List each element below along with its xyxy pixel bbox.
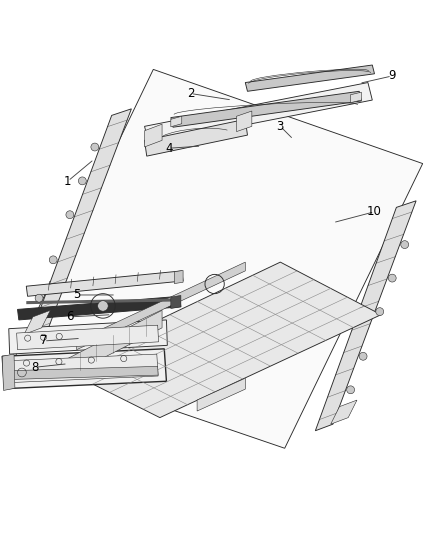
Polygon shape bbox=[315, 201, 416, 431]
Polygon shape bbox=[28, 109, 131, 341]
Polygon shape bbox=[26, 298, 173, 304]
Polygon shape bbox=[171, 91, 361, 127]
Text: 3: 3 bbox=[277, 120, 284, 133]
Text: 4: 4 bbox=[165, 142, 173, 155]
Polygon shape bbox=[2, 349, 166, 389]
Circle shape bbox=[49, 256, 57, 264]
Polygon shape bbox=[245, 65, 374, 91]
Polygon shape bbox=[350, 92, 361, 103]
Circle shape bbox=[66, 211, 74, 219]
Polygon shape bbox=[18, 296, 181, 320]
Polygon shape bbox=[145, 124, 162, 147]
Text: 5: 5 bbox=[73, 288, 80, 302]
Polygon shape bbox=[145, 119, 247, 156]
Polygon shape bbox=[237, 111, 252, 132]
Polygon shape bbox=[26, 271, 183, 296]
Polygon shape bbox=[77, 262, 245, 350]
Text: 6: 6 bbox=[66, 310, 74, 324]
Polygon shape bbox=[15, 69, 423, 448]
Polygon shape bbox=[59, 262, 381, 418]
Polygon shape bbox=[197, 378, 245, 411]
Polygon shape bbox=[17, 325, 159, 350]
Circle shape bbox=[346, 386, 354, 394]
Polygon shape bbox=[9, 320, 167, 354]
Text: 10: 10 bbox=[367, 205, 382, 218]
Text: 8: 8 bbox=[32, 361, 39, 374]
Text: 2: 2 bbox=[187, 87, 194, 100]
Polygon shape bbox=[10, 354, 158, 383]
Text: 7: 7 bbox=[40, 335, 48, 348]
Polygon shape bbox=[171, 295, 181, 309]
Polygon shape bbox=[2, 354, 15, 391]
Text: 1: 1 bbox=[64, 175, 72, 188]
Circle shape bbox=[98, 301, 108, 311]
Polygon shape bbox=[331, 400, 357, 424]
Circle shape bbox=[376, 308, 384, 316]
Text: 9: 9 bbox=[388, 69, 396, 83]
Polygon shape bbox=[24, 310, 50, 334]
Polygon shape bbox=[171, 116, 182, 127]
Circle shape bbox=[91, 143, 99, 151]
Circle shape bbox=[401, 241, 409, 248]
Polygon shape bbox=[9, 366, 158, 379]
Circle shape bbox=[388, 274, 396, 282]
Circle shape bbox=[78, 177, 86, 185]
Circle shape bbox=[359, 352, 367, 360]
Polygon shape bbox=[174, 270, 183, 284]
Circle shape bbox=[35, 294, 43, 302]
Polygon shape bbox=[64, 310, 162, 378]
Polygon shape bbox=[145, 83, 372, 144]
